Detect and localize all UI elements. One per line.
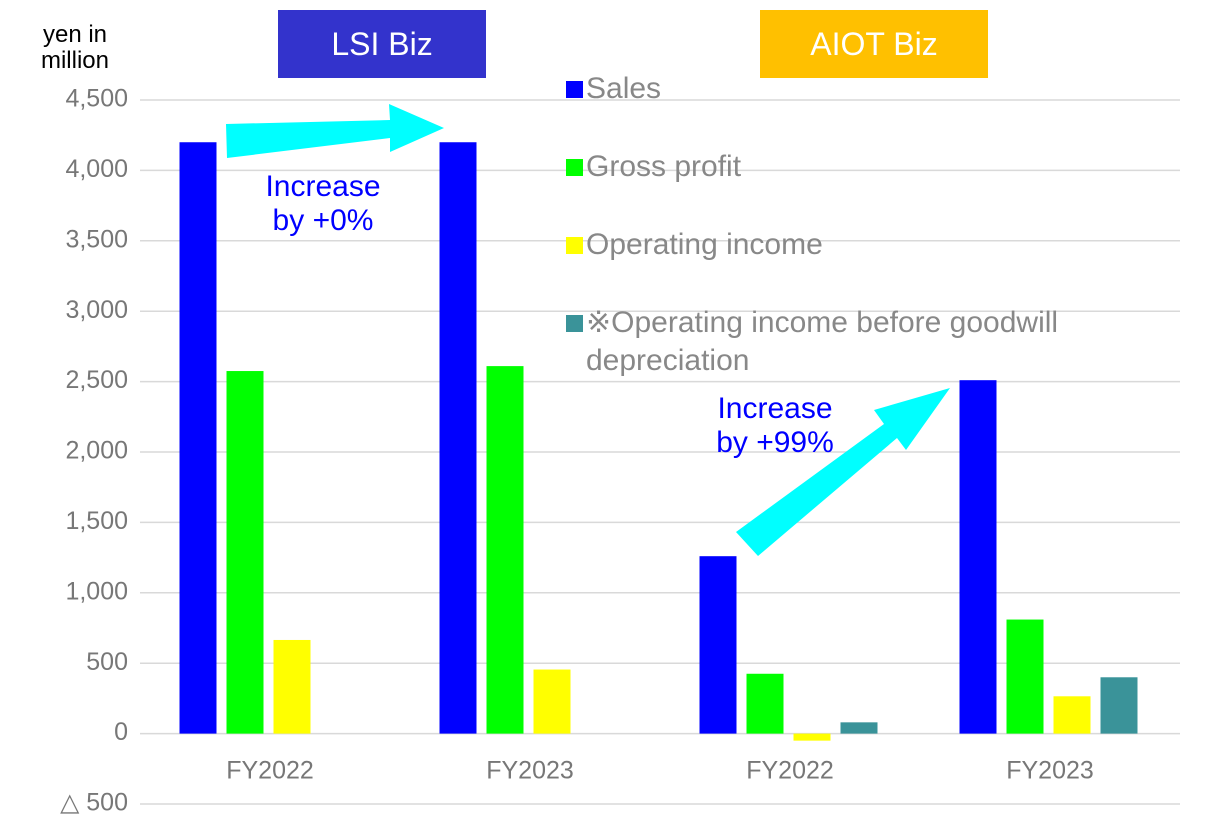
- x-tick-label: FY2023: [486, 757, 574, 785]
- y-tick-label: 3,500: [65, 225, 128, 253]
- legend-entry: Sales: [566, 70, 1186, 108]
- bar: [486, 366, 524, 734]
- y-tick-label: 1,000: [65, 577, 128, 605]
- bar: [439, 142, 477, 734]
- legend-entry: Operating income: [566, 226, 1186, 264]
- bar: [1100, 677, 1138, 734]
- legend-label: Sales: [586, 72, 662, 105]
- y-tick-label: △ 500: [60, 789, 128, 814]
- legend-swatch: [566, 315, 583, 332]
- bar: [533, 669, 571, 734]
- bar: [793, 733, 831, 741]
- annotation: Increase by +0%: [265, 170, 381, 237]
- legend-entry: ※Operating income before goodwill deprec…: [566, 304, 1186, 380]
- legend-entry: Gross profit: [566, 148, 1186, 186]
- bar: [179, 142, 217, 734]
- bar: [1053, 696, 1091, 734]
- legend-swatch: [566, 81, 583, 98]
- legend-swatch: [566, 237, 583, 254]
- group-label: LSI Biz: [278, 10, 486, 78]
- group-label: AIOT Biz: [760, 10, 988, 78]
- x-tick-label: FY2023: [1006, 757, 1094, 785]
- y-tick-label: 2,500: [65, 366, 128, 394]
- y-tick-label: 0: [114, 718, 128, 746]
- bar: [746, 673, 784, 734]
- legend-label: ※Operating income before goodwill deprec…: [586, 306, 1059, 377]
- y-tick-label: 2,000: [65, 437, 128, 465]
- legend-label: Operating income: [586, 228, 823, 261]
- x-tick-label: FY2022: [746, 757, 834, 785]
- bar: [226, 371, 264, 734]
- bar: [699, 556, 737, 734]
- arrow: [736, 388, 950, 556]
- bar: [959, 380, 997, 734]
- x-tick-label: FY2022: [226, 757, 314, 785]
- bar: [1006, 619, 1044, 734]
- legend-label: Gross profit: [586, 150, 742, 183]
- legend-swatch: [566, 159, 583, 176]
- y-axis-label: yen in million: [40, 21, 109, 74]
- y-tick-label: 3,000: [65, 296, 128, 324]
- bar: [273, 639, 311, 734]
- arrow: [226, 104, 444, 158]
- y-tick-label: 4,500: [65, 85, 128, 113]
- y-tick-label: 500: [86, 648, 128, 676]
- annotation: Increase by +99%: [716, 392, 834, 459]
- y-tick-label: 1,500: [65, 507, 128, 535]
- y-tick-label: 4,000: [65, 155, 128, 183]
- bar: [840, 722, 878, 734]
